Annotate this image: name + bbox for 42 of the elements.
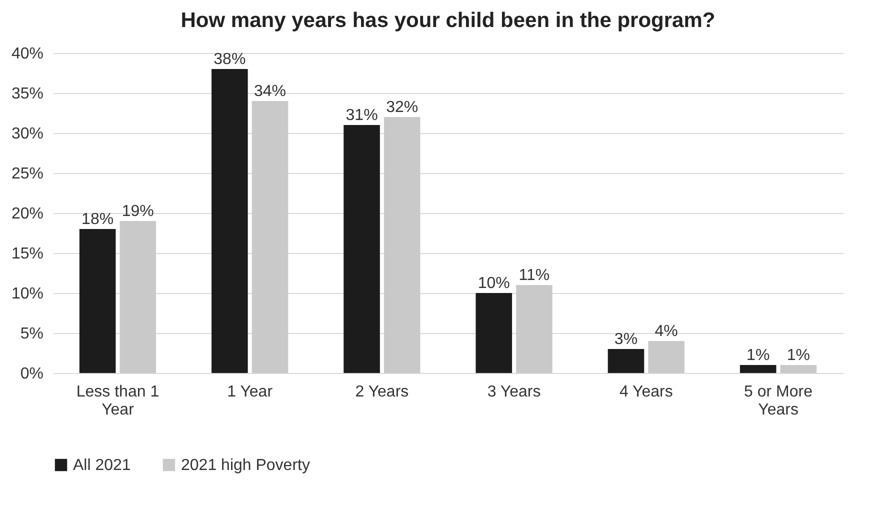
y-tick-label: 10% bbox=[11, 286, 44, 302]
y-tick-label: 40% bbox=[11, 46, 44, 62]
data-label: 1% bbox=[786, 347, 810, 364]
y-tick-label: 5% bbox=[20, 326, 44, 342]
x-tick-label: 5 or More Years bbox=[744, 384, 813, 418]
data-label: 1% bbox=[746, 347, 770, 364]
y-tick-label: 25% bbox=[11, 166, 44, 182]
bar bbox=[608, 349, 644, 373]
bar bbox=[212, 69, 248, 373]
data-label: 38% bbox=[214, 51, 246, 68]
x-tick-label: Less than 1 Year bbox=[76, 384, 160, 418]
data-label: 11% bbox=[518, 267, 550, 284]
data-label: 19% bbox=[122, 203, 154, 220]
y-tick-label: 0% bbox=[20, 366, 44, 382]
data-label: 18% bbox=[82, 211, 114, 228]
y-tick-label: 35% bbox=[11, 86, 44, 102]
data-label: 4% bbox=[654, 323, 678, 340]
bar bbox=[384, 117, 420, 373]
bar bbox=[740, 365, 776, 373]
data-label: 31% bbox=[346, 107, 378, 124]
bar bbox=[648, 341, 684, 373]
bar bbox=[79, 229, 116, 373]
legend-label: 2021 high Poverty bbox=[181, 457, 310, 474]
y-tick-label: 30% bbox=[11, 126, 44, 142]
bar bbox=[344, 125, 380, 373]
legend-label: All 2021 bbox=[73, 457, 131, 474]
chart-title: How many years has your child been in the program? bbox=[180, 9, 716, 32]
y-tick-label: 20% bbox=[11, 206, 44, 222]
x-tick-label: 2 Years bbox=[355, 384, 409, 400]
bar bbox=[476, 293, 512, 373]
x-tick-label: 3 Years bbox=[487, 384, 541, 400]
bar bbox=[252, 101, 288, 373]
bar bbox=[780, 365, 817, 373]
data-label: 10% bbox=[478, 275, 510, 292]
x-tick-label: 1 Year bbox=[227, 384, 274, 400]
bar bbox=[516, 285, 552, 373]
data-label: 3% bbox=[614, 331, 638, 348]
bar bbox=[120, 221, 156, 373]
data-label: 34% bbox=[254, 83, 286, 100]
y-tick-label: 15% bbox=[11, 246, 44, 262]
x-tick-label: 4 Years bbox=[619, 384, 673, 400]
data-label: 32% bbox=[386, 99, 418, 116]
